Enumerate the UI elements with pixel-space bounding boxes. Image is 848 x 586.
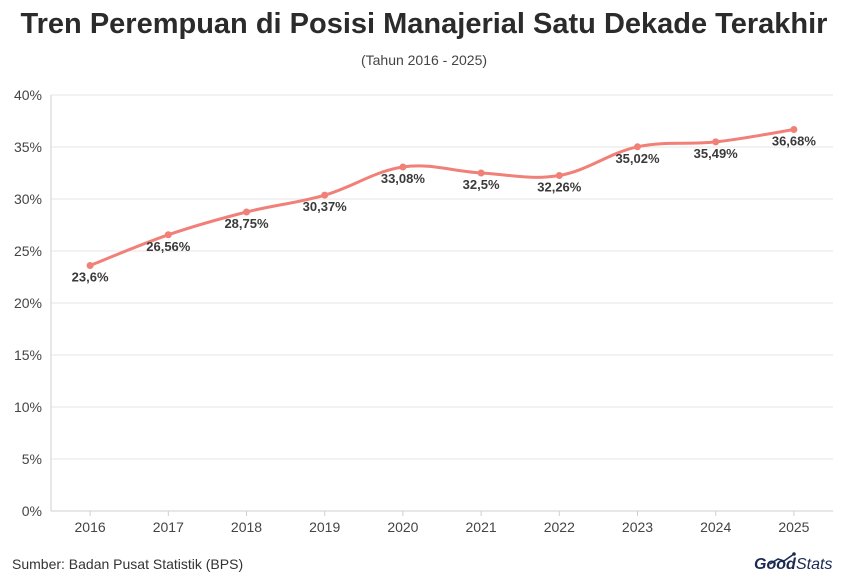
x-tick-label: 2016: [75, 519, 106, 535]
x-tick-labels: 2016 2017 2018 2019 2020 2021 2022 2023 2024 2025: [75, 519, 810, 535]
data-point: [712, 138, 720, 146]
y-tick-label: 5%: [22, 451, 42, 467]
x-tick-label: 2023: [622, 519, 653, 535]
y-tick-labels: 0% 5% 10% 15% 20% 25% 30% 35% 40%: [14, 87, 42, 519]
data-point: [477, 169, 485, 177]
data-point: [243, 208, 250, 216]
data-label: 26,56%: [146, 239, 191, 254]
data-label: 23,6%: [72, 270, 109, 285]
chart-title: Tren Perempuan di Posisi Manajerial Satu…: [20, 8, 828, 40]
axes: [50, 95, 833, 516]
goodstats-logo: Good Stats: [754, 552, 838, 578]
y-tick-label: 30%: [14, 191, 42, 207]
grid-lines: [51, 94, 833, 460]
data-point: [164, 231, 172, 239]
y-tick-label: 0%: [22, 503, 42, 519]
data-point: [555, 171, 563, 179]
data-label: 35,49%: [694, 146, 739, 161]
data-point: [86, 262, 94, 270]
x-tick-label: 2022: [544, 519, 575, 535]
data-label: 36,68%: [772, 134, 817, 149]
source-note: Sumber: Badan Pusat Statistik (BPS): [12, 556, 244, 572]
logo-trend-icon: [769, 552, 796, 565]
y-tick-label: 40%: [14, 87, 42, 103]
chart-subtitle: (Tahun 2016 - 2025): [360, 52, 488, 68]
data-point: [321, 191, 329, 199]
x-tick-label: 2018: [231, 519, 262, 535]
data-label: 28,75%: [224, 216, 269, 231]
data-label: 33,08%: [381, 171, 426, 186]
data-point: [790, 126, 798, 134]
y-tick-label: 35%: [14, 139, 42, 155]
y-tick-label: 20%: [14, 295, 42, 311]
data-label: 30,37%: [303, 199, 348, 214]
y-tick-label: 10%: [14, 399, 42, 415]
data-label: 32,26%: [537, 179, 582, 194]
logo-stats-text: Stats: [796, 556, 833, 573]
x-tick-label: 2021: [466, 519, 497, 535]
x-tick-label: 2024: [700, 519, 731, 535]
y-tick-label: 25%: [14, 243, 42, 259]
data-label: 32,5%: [463, 177, 500, 192]
x-tick-label: 2017: [153, 519, 184, 535]
data-point: [634, 143, 641, 151]
data-label: 35,02%: [615, 151, 660, 166]
series-line-path: [88, 128, 796, 268]
data-points: [86, 126, 798, 270]
series-line: [88, 128, 796, 268]
x-tick-label: 2020: [387, 519, 418, 535]
data-labels: 23,6% 26,56% 28,75% 30,37% 33,08% 32,5% 32,26%…: [72, 134, 817, 285]
x-tick-label: 2025: [778, 519, 809, 535]
data-point: [399, 163, 407, 171]
x-tick-label: 2019: [309, 519, 340, 535]
y-tick-label: 15%: [14, 347, 42, 363]
